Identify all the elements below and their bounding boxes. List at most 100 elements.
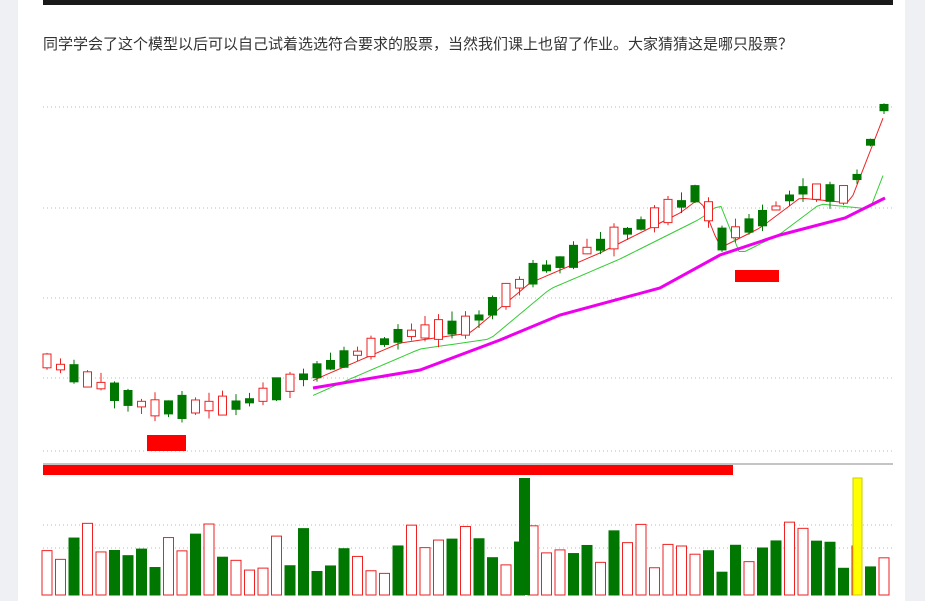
candle-body xyxy=(177,394,187,419)
volume-bar xyxy=(730,544,741,596)
candle-body xyxy=(123,389,133,406)
candle-body xyxy=(650,207,659,229)
volume-bar xyxy=(217,556,228,596)
article-panel xyxy=(18,0,905,601)
indicator-bar xyxy=(43,465,733,475)
volume-bar xyxy=(757,547,768,596)
volume-bar xyxy=(365,570,377,596)
ma-line xyxy=(312,196,886,390)
volume-bar xyxy=(406,524,417,596)
candle-body xyxy=(690,185,700,203)
article-text: 同学学会了这个模型以后可以自己试着选选符合要求的股票，当然我们课上也留了作业。大… xyxy=(43,35,794,53)
candle-body xyxy=(407,329,416,338)
marker xyxy=(735,270,779,282)
candle-body xyxy=(636,219,646,230)
volume-bar xyxy=(379,572,390,596)
candle-body xyxy=(839,185,848,204)
candle-body xyxy=(366,337,376,358)
candle-body xyxy=(191,399,200,414)
volume-bar xyxy=(419,547,431,596)
candle-body xyxy=(542,264,551,272)
volume-bar xyxy=(230,559,242,596)
volume-bar xyxy=(716,571,728,596)
candle-body xyxy=(272,377,281,401)
volume-bar xyxy=(487,557,498,596)
candle-body xyxy=(852,173,862,181)
candle-body xyxy=(393,328,403,343)
candle-body xyxy=(137,400,146,408)
volume-bar xyxy=(433,539,444,596)
candle-body xyxy=(353,350,362,356)
volume-bar xyxy=(865,566,876,596)
candle-body xyxy=(164,400,173,415)
candle-body xyxy=(474,314,484,321)
volume-bar xyxy=(649,567,660,596)
candle-body xyxy=(677,200,686,208)
candle-body xyxy=(204,400,214,412)
volume-bar xyxy=(622,542,633,596)
candle-body xyxy=(110,382,119,401)
candle-body xyxy=(150,399,160,417)
candle-body xyxy=(717,227,727,251)
candle-body xyxy=(501,282,511,308)
volume-bar xyxy=(635,523,647,596)
candle-body xyxy=(663,198,673,224)
toolbar-strip xyxy=(43,0,893,5)
candle-body xyxy=(798,186,808,195)
candle-body xyxy=(785,194,794,202)
candle-body xyxy=(339,350,349,368)
volume-bar xyxy=(784,521,795,596)
candle-body xyxy=(582,246,592,255)
candle-body xyxy=(258,387,268,402)
candle-body xyxy=(231,400,241,410)
candle-body xyxy=(555,256,565,268)
candle-body xyxy=(609,226,619,250)
candle-body xyxy=(420,324,430,339)
candle-body xyxy=(245,398,254,404)
candle-body xyxy=(758,209,767,227)
volume-bar xyxy=(325,565,336,596)
volume-bar xyxy=(689,553,701,596)
volume-bar xyxy=(608,530,620,596)
volume-bar xyxy=(149,567,161,596)
candle-body xyxy=(744,218,754,233)
candle-body xyxy=(299,373,308,381)
volume-bar xyxy=(257,567,269,596)
volume-bar xyxy=(662,543,674,596)
volume-bar xyxy=(352,555,363,596)
candle-body xyxy=(515,278,524,289)
volume-bar xyxy=(284,565,296,596)
ma-line xyxy=(312,117,884,382)
candle-body xyxy=(488,296,497,316)
candle-body xyxy=(434,319,443,340)
volume-bar xyxy=(68,537,80,596)
volume-bar xyxy=(595,561,606,596)
volume-bar xyxy=(473,538,485,596)
volume-bar xyxy=(797,527,809,596)
volume-bar xyxy=(136,548,147,596)
volume-bar xyxy=(271,535,282,596)
volume-bar xyxy=(311,570,323,596)
candle-body xyxy=(528,262,538,285)
candle-body xyxy=(42,353,52,369)
volume-bar xyxy=(338,548,350,596)
volume-bar xyxy=(703,550,714,596)
volume-bar xyxy=(41,550,53,596)
volume-bar xyxy=(203,523,215,596)
volume-bar xyxy=(852,477,863,596)
volume-bar xyxy=(554,549,566,596)
volume-bar xyxy=(82,522,93,596)
candle-body xyxy=(285,373,295,392)
volume-bar xyxy=(743,561,755,596)
volume-bar xyxy=(878,557,890,596)
candle-body xyxy=(312,363,322,379)
volume-bar xyxy=(581,544,593,596)
volume-bar xyxy=(446,538,458,596)
volume-bar xyxy=(811,540,822,596)
volume-bar xyxy=(500,564,512,596)
volume-bar xyxy=(460,525,471,596)
candle-body xyxy=(56,363,65,371)
volume-bar xyxy=(163,537,174,596)
volume-bar xyxy=(244,569,255,596)
candle-body xyxy=(326,359,335,370)
